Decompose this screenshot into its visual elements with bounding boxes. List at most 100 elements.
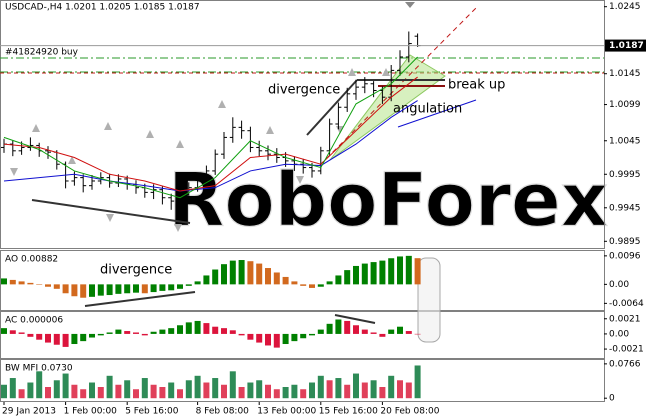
histogram-bar: [265, 268, 271, 285]
scroll-marker: [417, 257, 441, 343]
histogram-bar: [141, 378, 148, 399]
histogram-bar: [159, 284, 166, 291]
divergence-line: [306, 79, 358, 136]
histogram-bar: [247, 261, 254, 285]
histogram-bar: [335, 319, 342, 334]
histogram-bar: [115, 284, 122, 294]
histogram-bar: [300, 284, 307, 286]
histogram-bar: [256, 333, 263, 343]
histogram-bar: [229, 330, 236, 334]
histogram-bar: [353, 265, 359, 285]
histogram-bar: [18, 389, 25, 399]
histogram-bar: [97, 387, 104, 399]
histogram-bar: [106, 375, 113, 399]
histogram-bar: [238, 260, 245, 285]
y-tick-label: 0.9945: [609, 203, 641, 213]
histogram-bar: [282, 276, 289, 285]
y-tick-label: 0.00: [609, 329, 629, 339]
histogram-bar: [414, 333, 421, 335]
histogram-bar: [62, 333, 69, 347]
histogram-bar: [124, 380, 131, 399]
indicator-line: [3, 56, 418, 199]
histogram-bar: [309, 333, 315, 336]
histogram-bar: [71, 384, 78, 399]
histogram-bar: [326, 323, 333, 334]
histogram-bar: [317, 375, 324, 399]
histogram-bar: [141, 333, 148, 336]
histogram-bar: [53, 380, 60, 399]
shift-marker: [405, 2, 415, 8]
histogram-bar: [27, 282, 34, 285]
histogram-bar: [273, 272, 280, 285]
x-tick-label: 20 Feb 08:00: [380, 407, 439, 417]
histogram-bar: [89, 333, 95, 338]
histogram-bar: [247, 382, 254, 399]
histogram-bar: [36, 333, 43, 340]
histogram-bar: [36, 284, 43, 285]
histogram-bar: [53, 284, 60, 289]
histogram-bar: [185, 284, 192, 286]
indicator-line: [3, 76, 418, 192]
annotation: divergence: [268, 83, 340, 98]
histogram-bar: [168, 284, 175, 291]
histogram-bar: [221, 264, 227, 285]
histogram-bar: [361, 263, 368, 285]
histogram-bar: [71, 284, 78, 297]
histogram-bar: [335, 378, 342, 399]
y-tick-label: 0.0096: [609, 251, 641, 261]
histogram-bar: [1, 278, 7, 285]
histogram-bar: [282, 387, 289, 399]
y-tick-label: 1.0045: [609, 136, 641, 146]
histogram-bar: [27, 382, 34, 399]
y-tick-label: 1.0099: [609, 100, 641, 110]
x-tick-label: 1 Feb 00:00: [64, 407, 118, 417]
histogram-bar: [62, 373, 69, 399]
histogram-bar: [45, 284, 51, 287]
histogram-bar: [194, 281, 201, 285]
histogram-bar: [141, 284, 148, 294]
panel-title: BW MFI 0.0730: [5, 364, 73, 374]
histogram-bar: [115, 384, 122, 399]
histogram-bar: [379, 333, 386, 337]
histogram-bar: [229, 371, 236, 399]
histogram-bar: [326, 281, 333, 285]
histogram-bar: [388, 375, 395, 399]
histogram-bar: [273, 389, 280, 399]
histogram-bar: [9, 279, 16, 285]
histogram-bar: [370, 262, 377, 285]
histogram-bar: [388, 258, 395, 285]
histogram-bar: [80, 389, 87, 399]
histogram-bar: [405, 382, 412, 399]
histogram-bar: [370, 332, 377, 334]
histogram-bar: [344, 320, 351, 334]
histogram-bar: [115, 329, 122, 334]
histogram-bar: [177, 325, 183, 334]
x-tick-label: 5 Feb 16:00: [125, 407, 179, 417]
jaw-extension: [397, 99, 477, 128]
ao-divergence-line: [84, 291, 196, 307]
indicator-line: [3, 100, 418, 192]
order-label: #41824920 buy: [5, 48, 79, 58]
histogram-bar: [45, 387, 51, 399]
histogram-bar: [291, 281, 298, 285]
histogram-bar: [106, 332, 113, 334]
histogram-bar: [168, 382, 175, 399]
histogram-bar: [97, 333, 104, 336]
y-tick-label: 1.0145: [609, 69, 641, 79]
y-tick-label: 0: [609, 394, 615, 404]
histogram-bar: [150, 384, 157, 399]
histogram-bar: [71, 333, 78, 345]
histogram-bar: [256, 380, 263, 399]
histogram-bar: [300, 389, 307, 399]
histogram-bar: [185, 322, 192, 334]
histogram-bar: [397, 256, 403, 285]
histogram-bar: [80, 333, 87, 342]
histogram-bar: [370, 380, 377, 399]
histogram-bar: [379, 260, 386, 285]
histogram-bar: [150, 331, 157, 334]
histogram-bar: [185, 380, 192, 399]
histogram-bar: [238, 387, 245, 399]
histogram-bar: [379, 387, 386, 399]
histogram-bar: [397, 326, 403, 334]
